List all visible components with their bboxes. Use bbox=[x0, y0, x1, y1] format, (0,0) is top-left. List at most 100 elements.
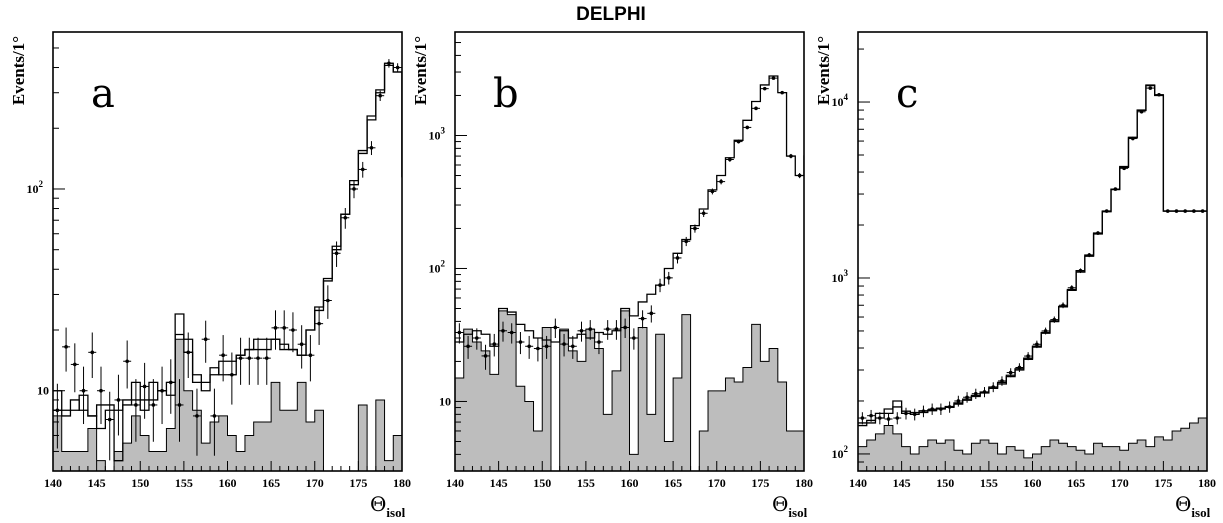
data-point bbox=[682, 236, 691, 247]
data-point bbox=[498, 321, 507, 342]
data-point bbox=[858, 412, 867, 425]
data-point bbox=[323, 285, 332, 319]
data-point bbox=[507, 323, 516, 344]
data-point bbox=[901, 407, 910, 420]
panel-label: b bbox=[493, 71, 519, 117]
data-point bbox=[315, 306, 324, 345]
x-tick-label: 155 bbox=[175, 476, 193, 490]
data-point bbox=[70, 343, 79, 393]
data-point bbox=[140, 362, 149, 419]
data-point bbox=[262, 337, 271, 385]
data-point bbox=[786, 153, 795, 159]
x-tick-label: 165 bbox=[1067, 476, 1085, 490]
data-point bbox=[577, 321, 586, 342]
data-point bbox=[455, 323, 464, 344]
data-point bbox=[516, 331, 525, 355]
data-point bbox=[989, 382, 998, 393]
data-point bbox=[123, 340, 132, 389]
y-axis-label: Events/1° bbox=[411, 36, 430, 105]
mc-total-histogram bbox=[455, 75, 804, 347]
plot-area bbox=[858, 84, 1207, 471]
data-point bbox=[699, 209, 708, 217]
data-point bbox=[1198, 209, 1207, 213]
data-point bbox=[910, 408, 919, 421]
data-point bbox=[795, 172, 804, 179]
data-point bbox=[227, 352, 236, 405]
data-point bbox=[997, 376, 1006, 386]
data-point bbox=[288, 312, 297, 353]
x-tick-label: 150 bbox=[533, 476, 551, 490]
data-point bbox=[271, 310, 280, 350]
mc-total-alt-histogram bbox=[858, 84, 1207, 427]
data-point bbox=[402, 141, 410, 155]
x-tick-label: 140 bbox=[446, 476, 464, 490]
data-point bbox=[1155, 92, 1164, 97]
data-point bbox=[62, 327, 71, 372]
data-point bbox=[1181, 209, 1190, 213]
data-point bbox=[114, 374, 123, 436]
data-point bbox=[367, 141, 376, 156]
data-point bbox=[1093, 231, 1102, 235]
x-tick-label: 170 bbox=[708, 476, 726, 490]
data-point bbox=[1076, 268, 1085, 274]
data-point bbox=[936, 403, 945, 415]
y-tick-label: 10 bbox=[439, 394, 451, 408]
data-point bbox=[1024, 352, 1033, 361]
data-point bbox=[236, 337, 245, 385]
data-point bbox=[472, 328, 481, 350]
x-tick-label: 155 bbox=[980, 476, 998, 490]
data-point bbox=[647, 305, 656, 323]
data-point bbox=[1041, 327, 1050, 335]
data-point bbox=[149, 379, 158, 442]
plot-area bbox=[53, 59, 410, 471]
data-point bbox=[219, 335, 228, 382]
data-point bbox=[717, 178, 726, 185]
data-point bbox=[725, 157, 734, 162]
data-point bbox=[201, 320, 210, 363]
x-axis-label: Θisol bbox=[772, 492, 808, 520]
data-point bbox=[638, 310, 647, 329]
plot-area bbox=[455, 75, 804, 471]
data-point bbox=[664, 271, 673, 285]
x-tick-label: 165 bbox=[664, 476, 682, 490]
data-point bbox=[1067, 285, 1076, 291]
data-point bbox=[954, 395, 963, 407]
panel-label: c bbox=[896, 71, 918, 117]
data-point bbox=[131, 379, 140, 442]
x-axis-label: Θisol bbox=[1175, 492, 1211, 520]
data-point bbox=[1050, 316, 1059, 323]
x-tick-label: 140 bbox=[44, 476, 62, 490]
data-point bbox=[673, 252, 682, 264]
data-point bbox=[752, 106, 761, 111]
data-point bbox=[481, 344, 490, 370]
data-point bbox=[341, 208, 350, 229]
data-point bbox=[928, 403, 937, 415]
data-point bbox=[79, 366, 88, 425]
x-tick-label: 165 bbox=[262, 476, 280, 490]
data-point bbox=[184, 332, 193, 378]
data-point bbox=[332, 241, 341, 267]
x-tick-label: 180 bbox=[795, 476, 813, 490]
data-point bbox=[542, 335, 551, 359]
background-histogram bbox=[858, 417, 1207, 471]
data-point bbox=[760, 86, 769, 91]
data-point bbox=[376, 90, 385, 102]
data-point bbox=[306, 335, 315, 382]
x-tick-label: 145 bbox=[88, 476, 106, 490]
data-point bbox=[586, 320, 595, 340]
data-point bbox=[158, 366, 167, 425]
data-point bbox=[743, 125, 752, 130]
x-tick-label: 180 bbox=[1198, 476, 1216, 490]
data-point bbox=[568, 335, 577, 359]
data-point bbox=[1189, 209, 1198, 213]
data-point bbox=[734, 139, 743, 144]
y-axis-label: Events/1° bbox=[814, 36, 833, 105]
data-point bbox=[1120, 166, 1129, 171]
x-tick-label: 145 bbox=[490, 476, 508, 490]
y-tick-label: 103 bbox=[832, 268, 849, 285]
data-point bbox=[769, 76, 778, 80]
data-point bbox=[96, 366, 105, 425]
data-point bbox=[166, 359, 175, 414]
data-point bbox=[980, 387, 989, 398]
